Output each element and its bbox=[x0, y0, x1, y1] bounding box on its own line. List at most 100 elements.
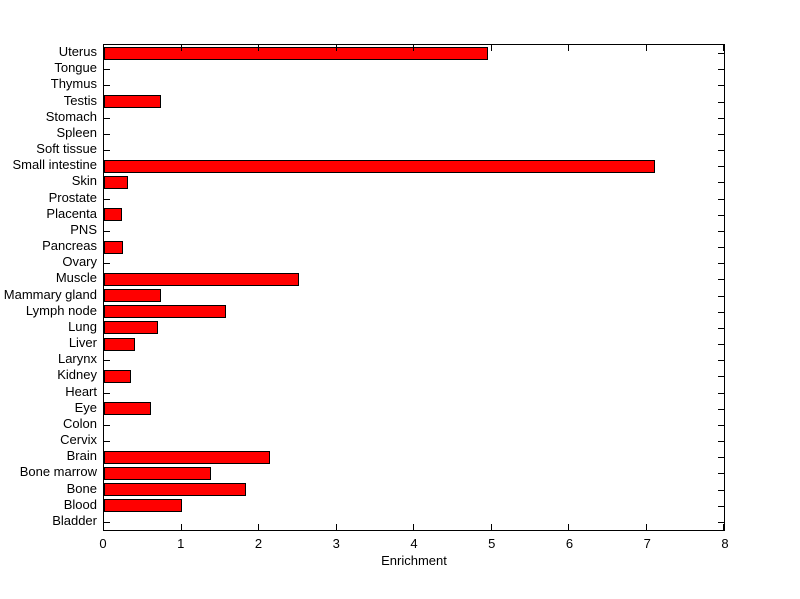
y-axis-tick bbox=[104, 521, 110, 523]
y-axis-tick bbox=[104, 198, 110, 200]
x-tick-label: 3 bbox=[332, 536, 340, 551]
chart-row bbox=[104, 465, 724, 481]
chart-row bbox=[104, 174, 724, 190]
y-axis-tick bbox=[104, 117, 110, 119]
y-axis-tick bbox=[104, 392, 110, 394]
y-axis-tick bbox=[718, 408, 724, 410]
x-axis-tick bbox=[335, 45, 337, 51]
y-tick-label: Prostate bbox=[48, 189, 97, 205]
y-axis-tick bbox=[104, 230, 110, 232]
y-axis-tick bbox=[104, 69, 110, 71]
chart-row bbox=[104, 61, 724, 77]
y-axis-tick bbox=[718, 392, 724, 394]
chart-row bbox=[104, 449, 724, 465]
y-tick-label: Small intestine bbox=[12, 157, 97, 173]
bar bbox=[104, 450, 270, 464]
y-axis-tick bbox=[718, 69, 724, 71]
y-tick-label: Colon bbox=[63, 415, 97, 431]
bar bbox=[104, 305, 226, 319]
x-axis-tick bbox=[645, 45, 647, 51]
x-axis-tick bbox=[103, 45, 104, 51]
y-tick-label: PNS bbox=[70, 221, 97, 237]
y-axis-tick bbox=[718, 360, 724, 362]
bar bbox=[104, 337, 135, 351]
chart-row bbox=[104, 126, 724, 142]
y-axis-tick bbox=[104, 85, 110, 87]
x-tick-label: 5 bbox=[488, 536, 496, 551]
y-tick-label: Eye bbox=[74, 399, 97, 415]
bar bbox=[104, 369, 132, 383]
chart-row bbox=[104, 142, 724, 158]
y-tick-label: Skin bbox=[71, 173, 97, 189]
y-tick-label: Ovary bbox=[62, 254, 97, 270]
y-axis-tick bbox=[718, 85, 724, 87]
y-tick-label: Cervix bbox=[60, 432, 97, 447]
x-axis-tick bbox=[490, 524, 492, 530]
x-tick-label: 0 bbox=[99, 536, 107, 551]
y-axis-tick bbox=[718, 521, 724, 523]
bar bbox=[104, 321, 159, 335]
chart-row bbox=[104, 401, 724, 417]
y-tick-label: Thymus bbox=[50, 76, 97, 92]
y-axis-tick bbox=[718, 101, 724, 103]
chart-row bbox=[104, 498, 724, 514]
y-axis-tick bbox=[718, 295, 724, 297]
bar bbox=[104, 46, 489, 60]
x-axis-tick bbox=[568, 524, 569, 530]
y-axis-tick bbox=[718, 311, 724, 313]
y-axis-tick bbox=[718, 441, 724, 443]
bar bbox=[104, 159, 656, 173]
bar bbox=[104, 272, 299, 286]
x-axis-tick bbox=[258, 524, 259, 530]
chart-row bbox=[104, 207, 724, 223]
chart-row bbox=[104, 352, 724, 368]
plot-area bbox=[103, 44, 725, 531]
y-tick-label: Bladder bbox=[52, 512, 97, 528]
bar bbox=[104, 208, 122, 222]
x-axis-tick bbox=[723, 45, 724, 51]
y-axis-tick bbox=[718, 230, 724, 232]
x-axis-tick bbox=[568, 45, 569, 51]
y-tick-label: Larynx bbox=[57, 351, 97, 367]
y-tick-label: Pancreas bbox=[42, 238, 97, 253]
x-axis-tick-labels: 0 1 2 3 4 5 6 7 8 bbox=[99, 536, 728, 552]
chart-row bbox=[104, 77, 724, 93]
y-axis-tick bbox=[104, 133, 110, 135]
x-tick-label: 7 bbox=[643, 536, 651, 551]
x-tick-label: 1 bbox=[177, 536, 185, 551]
bar bbox=[104, 402, 152, 416]
x-tick-label: 6 bbox=[565, 536, 574, 551]
y-axis-tick bbox=[718, 505, 724, 507]
chart-row bbox=[104, 482, 724, 498]
y-axis-tick bbox=[718, 263, 724, 265]
y-tick-label: Lung bbox=[68, 318, 97, 334]
chart-row bbox=[104, 94, 724, 110]
y-tick-label: Bone marrow bbox=[19, 464, 97, 480]
chart-row bbox=[104, 385, 724, 401]
chart-row bbox=[104, 368, 724, 384]
y-tick-label: Muscle bbox=[55, 270, 97, 286]
chart-row bbox=[104, 433, 724, 449]
chart-row bbox=[104, 417, 724, 433]
y-axis-tick bbox=[104, 441, 110, 443]
chart-row bbox=[104, 288, 724, 304]
y-axis-tick bbox=[718, 489, 724, 491]
x-axis-tick bbox=[723, 524, 724, 530]
x-axis-tick bbox=[490, 45, 492, 51]
y-tick-label: Liver bbox=[68, 335, 97, 350]
bar bbox=[104, 466, 211, 480]
chart-row bbox=[104, 191, 724, 207]
y-axis-tick bbox=[718, 182, 724, 184]
x-axis-tick bbox=[180, 45, 182, 51]
y-axis-tick bbox=[718, 214, 724, 216]
chart-row bbox=[104, 255, 724, 271]
x-axis-tick bbox=[413, 524, 414, 530]
y-axis-tick bbox=[104, 263, 110, 265]
x-axis-tick bbox=[335, 524, 337, 530]
chart-row bbox=[104, 239, 724, 255]
chart-row bbox=[104, 304, 724, 320]
y-axis-tick bbox=[718, 344, 724, 346]
chart-row bbox=[104, 336, 724, 352]
x-axis-tick bbox=[258, 45, 259, 51]
y-axis-tick bbox=[718, 376, 724, 378]
